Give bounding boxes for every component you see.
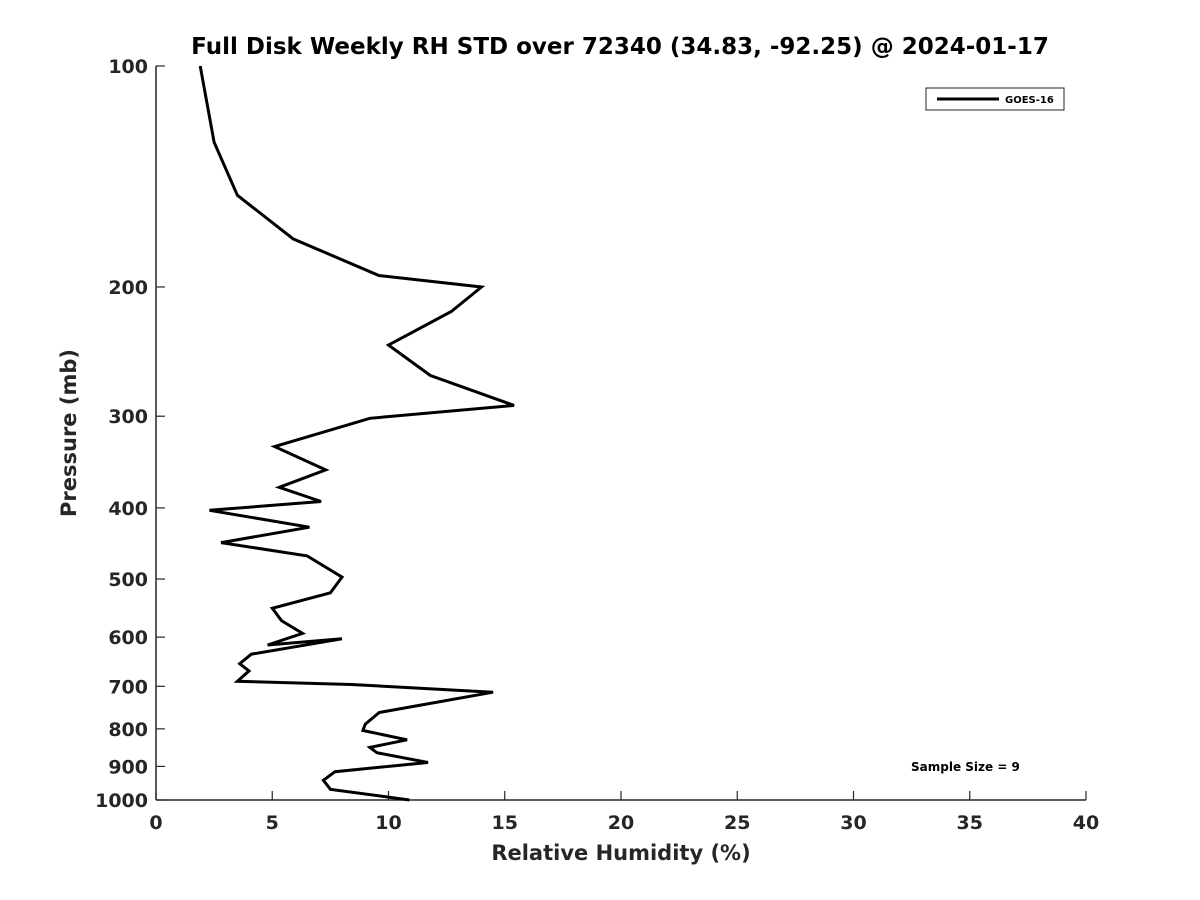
series-layer xyxy=(198,65,515,802)
y-tick-label: 200 xyxy=(108,277,148,299)
chart-title: Full Disk Weekly RH STD over 72340 (34.8… xyxy=(191,34,1049,60)
legend: GOES-16 xyxy=(925,87,1065,111)
x-tick-label: 25 xyxy=(724,812,750,834)
x-tick-label: 35 xyxy=(957,812,983,834)
x-ticks: 0 5 10 15 20 25 30 35 40 xyxy=(149,791,1099,834)
y-tick-label: 1000 xyxy=(95,790,148,812)
x-tick-label: 30 xyxy=(840,812,866,834)
x-axis-label: Relative Humidity (%) xyxy=(491,841,750,865)
y-axis-label: Pressure (mb) xyxy=(57,349,81,517)
y-tick-label: 600 xyxy=(108,627,148,649)
x-tick-label: 10 xyxy=(375,812,401,834)
axes xyxy=(155,66,1086,801)
x-tick-label: 20 xyxy=(608,812,634,834)
y-tick-label: 800 xyxy=(108,719,148,741)
sample-size-annotation: Sample Size = 9 xyxy=(911,760,1020,774)
y-tick-label: 400 xyxy=(108,498,148,520)
y-tick-label: 700 xyxy=(108,676,148,698)
series-line-goes-16 xyxy=(198,65,515,802)
y-tick-label: 100 xyxy=(108,56,148,78)
x-tick-label: 0 xyxy=(149,812,162,834)
y-tick-label: 900 xyxy=(108,756,148,778)
y-tick-label: 300 xyxy=(108,406,148,428)
x-tick-label: 40 xyxy=(1073,812,1099,834)
legend-label-goes-16: GOES-16 xyxy=(1005,95,1054,106)
x-tick-label: 15 xyxy=(492,812,518,834)
x-tick-label: 5 xyxy=(266,812,279,834)
y-tick-label: 500 xyxy=(108,569,148,591)
y-ticks: 100 200 300 400 500 600 700 800 900 1000 xyxy=(95,56,165,812)
